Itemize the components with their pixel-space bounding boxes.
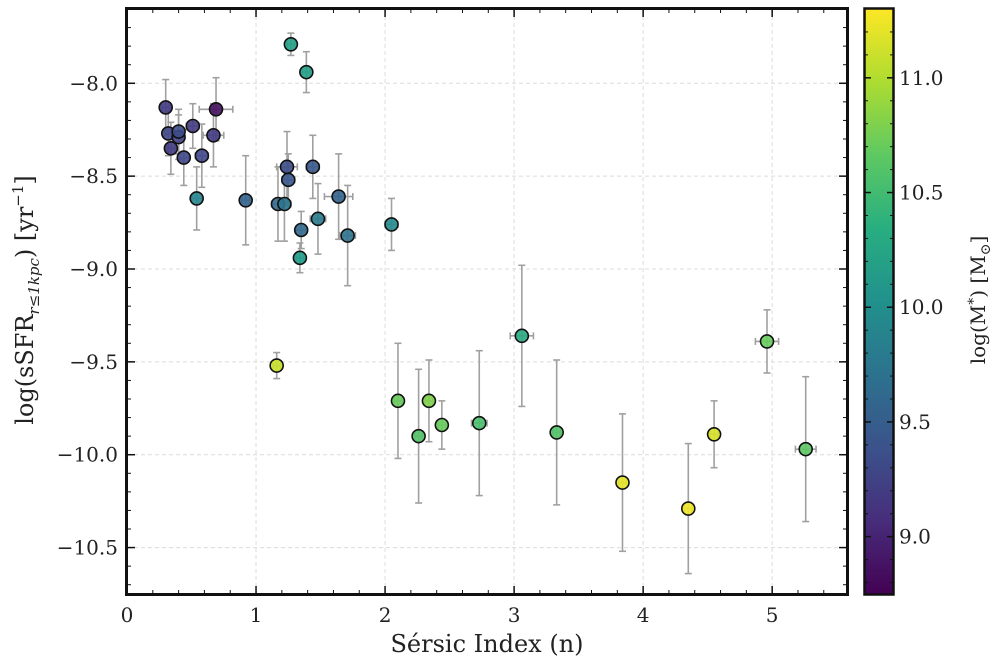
y-tick-label: −10.0 [57, 443, 118, 467]
data-point [171, 124, 186, 139]
x-tick-label: 1 [250, 603, 263, 627]
colorbar-tick-label: 9.0 [899, 525, 931, 549]
data-point [310, 211, 326, 227]
data-point [340, 228, 355, 243]
data-point [189, 191, 204, 206]
data-point [292, 250, 308, 266]
plot-frame [125, 7, 849, 596]
data-point [269, 358, 284, 373]
data-point [680, 501, 696, 516]
data-point [390, 393, 406, 409]
data-point [615, 475, 630, 490]
colorbar-title: log(M*) [M⊙] [966, 236, 994, 365]
x-axis-title: Sérsic Index (n) [390, 630, 583, 658]
x-axis: 0 1 2 3 4 5 [121, 9, 825, 627]
data-point [277, 196, 292, 212]
data-point [299, 64, 314, 80]
data-point [206, 127, 221, 143]
y-axis-title: log(sSFRr≤1kpc) [yr−1] [9, 175, 43, 425]
data-points [158, 36, 814, 516]
y-tick-label: −10.5 [57, 536, 118, 560]
data-point [283, 36, 299, 52]
x-tick-label: 5 [766, 603, 779, 627]
colorbar-ticks: 9.0 9.5 10.0 10.5 11.0 [865, 8, 944, 584]
data-point [421, 393, 437, 409]
data-point [331, 189, 346, 204]
y-tick-label: −9.5 [69, 350, 118, 374]
data-point [208, 101, 224, 117]
data-point [384, 217, 399, 232]
error-bars [161, 32, 817, 575]
y-tick-label: −8.0 [69, 71, 118, 95]
data-point [549, 425, 564, 440]
data-point [158, 100, 174, 115]
data-point [759, 334, 775, 349]
colorbar-tick-label: 10.0 [899, 295, 944, 319]
y-tick-label: −9.0 [69, 257, 118, 281]
x-tick-label: 3 [508, 603, 521, 627]
data-point [279, 159, 295, 175]
data-point [706, 426, 722, 442]
x-tick-label: 4 [637, 603, 650, 627]
data-point [293, 222, 309, 238]
grid [126, 9, 847, 594]
data-point [305, 159, 321, 175]
data-point [163, 140, 179, 156]
x-tick-label: 0 [121, 603, 134, 627]
colorbar-tick-label: 10.5 [899, 181, 944, 205]
colorbar-tick-label: 9.5 [899, 410, 931, 434]
data-point [798, 441, 814, 457]
data-point [280, 172, 296, 188]
colorbar-tick-label: 11.0 [899, 66, 944, 90]
colorbar [863, 7, 895, 596]
data-point [434, 417, 450, 433]
y-tick-label: −8.5 [69, 164, 118, 188]
data-point [514, 328, 530, 344]
data-point [176, 150, 192, 165]
data-point [238, 192, 254, 208]
data-point [185, 118, 201, 134]
y-axis: −8.0 −8.5 −9.0 −9.5 −10.0 −10.5 [57, 8, 847, 586]
x-tick-label: 2 [379, 603, 392, 627]
data-point [471, 415, 487, 431]
data-point [194, 148, 210, 164]
data-point [411, 428, 426, 444]
